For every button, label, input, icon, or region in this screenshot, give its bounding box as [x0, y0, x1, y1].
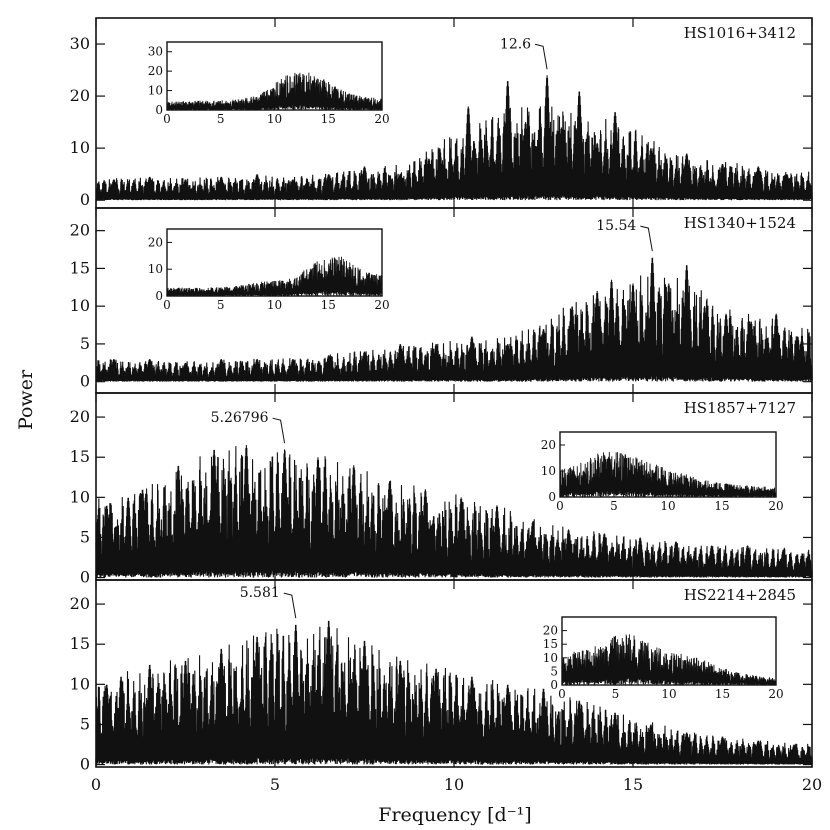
annotation-leader	[534, 43, 548, 70]
inset-x-tick-label: 20	[374, 298, 389, 312]
inset-y-tick-label: 20	[543, 624, 558, 638]
y-tick-label: 5	[80, 714, 90, 733]
panel-name-label: HS2214+2845	[684, 586, 796, 604]
inset-line	[166, 72, 383, 111]
inset-x-tick-label: 20	[768, 687, 783, 701]
periodogram-line	[95, 445, 813, 578]
inset-x-tick-label: 5	[217, 298, 225, 312]
inset-y-tick-label: 0	[548, 490, 556, 504]
inset-x-tick-label: 0	[163, 112, 171, 126]
inset-x-tick-label: 10	[661, 687, 676, 701]
y-tick-label: 20	[70, 594, 90, 613]
inset-y-tick-label: 10	[541, 464, 556, 478]
panel-3: 0 5 10 15 20 HS1857+7127 5.26796 0 5 10 15 20 0 10 20	[70, 392, 813, 587]
inset-y-tick-label: 20	[148, 235, 163, 249]
y-tick-label: 20	[70, 86, 90, 105]
x-tick-label: 10	[444, 775, 464, 794]
periodogram-line	[95, 75, 813, 201]
inset-x-tick-label: 20	[374, 112, 389, 126]
periodogram-line	[95, 257, 813, 382]
inset-y-tick-label: 10	[148, 84, 163, 98]
inset-x-tick-label: 0	[558, 687, 566, 701]
y-tick-label: 10	[70, 487, 90, 506]
inset-line	[559, 452, 777, 498]
y-tick-label: 0	[80, 372, 90, 391]
inset-x-tick-label: 10	[267, 112, 282, 126]
y-tick-label: 10	[70, 138, 90, 157]
peak-annotation: 5.581	[240, 585, 280, 601]
peak-annotation: 12.6	[500, 36, 531, 52]
inset-x-tick-label: 5	[612, 687, 620, 701]
panel-name-label: HS1340+1524	[684, 214, 796, 232]
inset-x-tick-label: 5	[217, 112, 225, 126]
inset-y-tick-label: 5	[550, 664, 558, 678]
annotation-leader	[272, 417, 286, 444]
inset-y-tick-label: 0	[155, 103, 163, 117]
inset-y-tick-label: 0	[550, 678, 558, 692]
inset-x-tick-label: 5	[610, 499, 618, 513]
inset-line	[166, 256, 383, 297]
inset-y-tick-label: 30	[148, 45, 163, 59]
periodogram-line	[95, 620, 813, 765]
inset-3: 0 5 10 15 20 0 10 20	[541, 431, 784, 513]
y-axis-title: Power	[15, 369, 37, 430]
inset-x-tick-label: 15	[321, 112, 336, 126]
x-tick-label: 15	[623, 775, 643, 794]
y-tick-label: 15	[70, 634, 90, 653]
inset-x-tick-label: 15	[714, 499, 729, 513]
inset-y-tick-label: 20	[541, 438, 556, 452]
y-tick-label: 10	[70, 296, 90, 315]
y-tick-label: 0	[80, 190, 90, 209]
inset-y-tick-label: 10	[543, 651, 558, 665]
y-tick-label: 20	[70, 221, 90, 240]
y-tick-label: 15	[70, 447, 90, 466]
inset-y-tick-label: 0	[155, 289, 163, 303]
y-tick-label: 15	[70, 258, 90, 277]
annotation-leader	[640, 225, 653, 252]
peak-annotation: 15.54	[596, 218, 636, 234]
inset-x-tick-label: 0	[556, 499, 564, 513]
inset-y-tick-label: 20	[148, 64, 163, 78]
inset-2: 0 5 10 15 20 0 10 20	[148, 228, 390, 312]
inset-x-tick-label: 15	[715, 687, 730, 701]
y-tick-label: 5	[80, 527, 90, 546]
y-tick-label: 5	[80, 334, 90, 353]
x-tick-label: 20	[802, 775, 822, 794]
y-tick-label: 30	[70, 34, 90, 53]
panel-name-label: HS1016+3412	[684, 24, 796, 42]
inset-x-tick-label: 20	[768, 499, 783, 513]
annotation-leader	[283, 592, 297, 619]
inset-x-tick-label: 10	[267, 298, 282, 312]
x-axis-title: Frequency [d⁻¹]	[378, 804, 531, 826]
x-tick-label: 0	[91, 775, 101, 794]
inset-y-tick-label: 15	[543, 637, 558, 651]
y-tick-label: 10	[70, 674, 90, 693]
inset-line	[561, 634, 777, 686]
y-tick-label: 0	[80, 755, 90, 774]
x-tick-label: 5	[270, 775, 280, 794]
panel-name-label: HS1857+7127	[684, 399, 796, 417]
y-tick-label: 20	[70, 407, 90, 426]
inset-y-tick-label: 10	[148, 262, 163, 276]
inset-x-tick-label: 0	[163, 298, 171, 312]
inset-x-tick-label: 15	[321, 298, 336, 312]
y-tick-label: 0	[80, 568, 90, 587]
peak-annotation: 5.26796	[211, 410, 269, 426]
inset-x-tick-label: 10	[660, 499, 675, 513]
panel-2: 0 5 10 15 20 HS1340+1524 15.54 0 5 10 15 20 0 10 20	[70, 207, 813, 394]
